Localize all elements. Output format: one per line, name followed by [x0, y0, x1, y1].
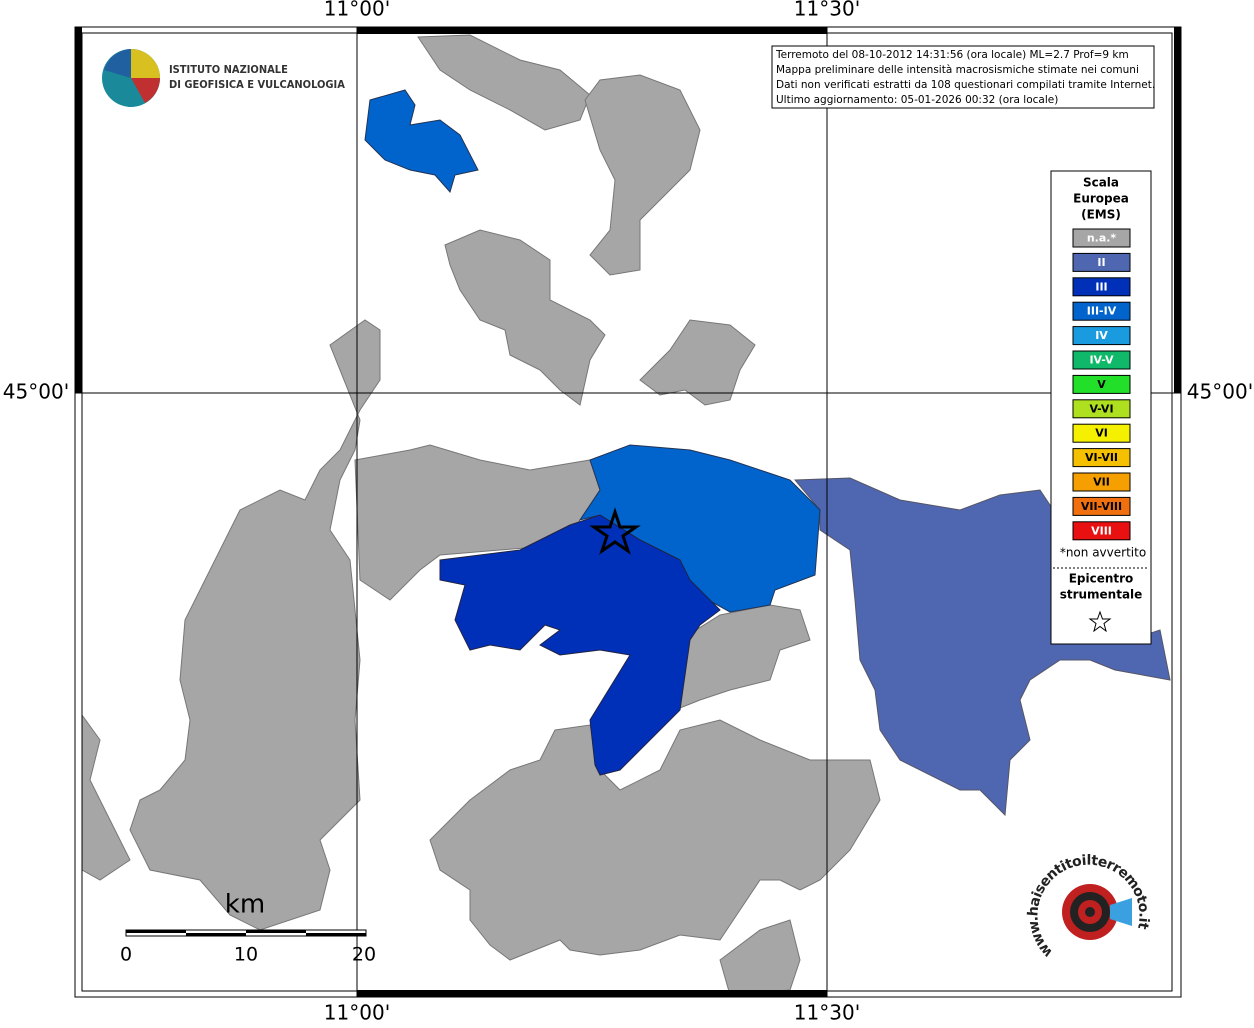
legend-swatch [1072, 448, 1131, 468]
scale-segment [306, 933, 366, 936]
legend-epicenter: Epicentro [1069, 572, 1134, 586]
scale-tick-label: 10 [234, 944, 258, 966]
legend-swatch [1072, 277, 1131, 297]
region [429, 719, 881, 961]
legend-title: Europea [1073, 192, 1129, 206]
legend-title: Scala [1083, 176, 1119, 190]
legend-label: III-IV [1087, 305, 1117, 318]
legend-swatch [1072, 301, 1131, 321]
legend-swatch [1072, 374, 1131, 394]
logo-globe [131, 49, 160, 78]
frame-bar [75, 27, 82, 393]
epicenter-star [589, 507, 641, 555]
frame-bar [357, 990, 827, 997]
region [444, 229, 606, 406]
legend-label: V [1097, 378, 1106, 391]
legend-label: VI [1095, 427, 1108, 440]
legend-label: VII [1093, 476, 1110, 489]
axis-label: 11°30' [794, 0, 860, 21]
regions [81, 34, 1171, 996]
region [793, 477, 1171, 817]
legend-swatch [1072, 228, 1131, 248]
legend-swatch [1072, 472, 1131, 492]
legend-label: n.a.* [1087, 232, 1117, 245]
info-line: Terremoto del 08-10-2012 14:31:56 (ora l… [775, 49, 1129, 61]
legend-swatch [1072, 423, 1131, 443]
legend-title: (EMS) [1081, 208, 1121, 222]
scale-unit: km [225, 890, 265, 920]
region [129, 319, 381, 931]
logo-text: ISTITUTO NAZIONALE [169, 63, 288, 76]
scale-bar: km 0 10 20 [120, 890, 376, 966]
site-logo: www.haisentitoilterremoto.it [1025, 853, 1151, 961]
axis-label: 11°30' [794, 1001, 860, 1025]
frame-bar [357, 27, 827, 34]
scale-tick-label: 20 [352, 944, 376, 966]
axis-label: 45°00' [3, 380, 69, 404]
legend-note: *non avvertito [1060, 546, 1146, 560]
legend: Scala Europea (EMS) *non avvertito Epice… [1050, 170, 1152, 645]
legend-label: VIII [1091, 524, 1112, 537]
scale-segment [126, 930, 186, 933]
legend-swatch [1072, 252, 1131, 272]
legend-label: V-VI [1089, 402, 1113, 415]
region [417, 34, 591, 131]
info-line: Ultimo aggiornamento: 05-01-2026 00:32 (… [776, 94, 1058, 106]
info-box: Terremoto del 08-10-2012 14:31:56 (ora l… [771, 45, 1155, 109]
scale-segment [186, 933, 246, 936]
site-logo-ring [1085, 907, 1095, 917]
region [639, 319, 756, 406]
logo-globe [131, 78, 160, 103]
legend-label: IV [1095, 329, 1108, 342]
region [719, 919, 801, 996]
legend-swatch [1072, 326, 1131, 346]
frame-bar [1174, 27, 1181, 393]
legend-swatch [1072, 496, 1131, 516]
scale-tick-label: 0 [120, 944, 132, 966]
logo-globe [104, 49, 131, 78]
legend-label: VII-VIII [1081, 500, 1122, 513]
logo-text: DI GEOFISICA E VULCANOLOGIA [169, 78, 345, 91]
region [578, 444, 821, 613]
scale-segment [246, 930, 306, 933]
info-line: Dati non verificati estratti da 108 ques… [776, 79, 1155, 91]
legend-label: VI-VII [1085, 451, 1118, 464]
region [439, 514, 721, 776]
region [81, 713, 131, 881]
axis-labels: 11°00' 11°30' 11°00' 11°30' 45°00' 45°00… [3, 0, 1253, 1025]
legend-label: II [1097, 256, 1105, 269]
legend-label: IV-V [1089, 354, 1114, 367]
legend-label: III [1095, 280, 1107, 293]
axis-label: 11°00' [324, 0, 390, 21]
axis-label: 45°00' [1187, 380, 1253, 404]
legend-swatch [1072, 399, 1131, 419]
ingv-logo: ISTITUTO NAZIONALE DI GEOFISICA E VULCAN… [102, 49, 345, 107]
legend-star [1088, 610, 1112, 633]
legend-swatch [1072, 521, 1131, 541]
legend-swatch [1072, 350, 1131, 370]
region [584, 74, 701, 276]
axis-label: 11°00' [324, 1001, 390, 1025]
site-logo-speaker [1110, 898, 1132, 926]
legend-epicenter: strumentale [1060, 588, 1143, 602]
info-line: Mappa preliminare delle intensità macros… [776, 64, 1139, 76]
info-box-frame [771, 45, 1155, 109]
region [364, 89, 479, 194]
frame [74, 26, 1182, 998]
